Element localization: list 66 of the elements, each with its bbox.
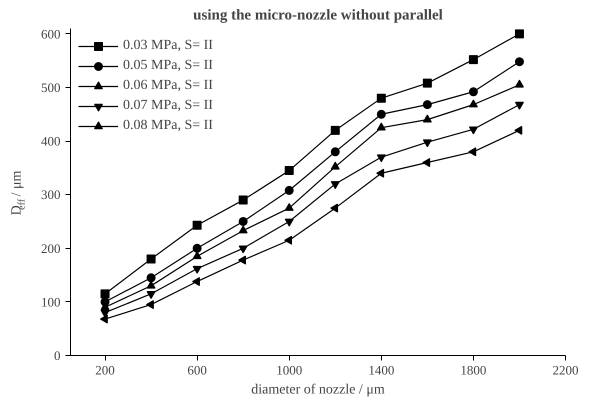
point: [238, 256, 246, 265]
y-axis-title: Deff / μm: [10, 170, 28, 216]
y-tick-label: 300: [41, 187, 60, 202]
point: [376, 122, 386, 130]
point: [514, 57, 524, 66]
x-tick-label: 1800: [460, 362, 486, 378]
x-tick-label: 1000: [276, 362, 302, 378]
chart-title: using the micro-nozzle without parallel: [193, 8, 443, 24]
y-tick-label: 0: [54, 348, 60, 363]
point: [284, 186, 294, 195]
legend-label: 0.07 MPa, S= II: [123, 98, 213, 114]
point: [330, 147, 340, 156]
point: [376, 94, 386, 103]
point: [422, 158, 430, 168]
x-tick-label: 1400: [368, 362, 394, 378]
point: [422, 100, 432, 110]
point: [284, 202, 294, 211]
point: [284, 218, 294, 227]
point: [100, 314, 108, 324]
point: [238, 216, 248, 226]
point: [376, 110, 386, 119]
point: [514, 29, 524, 38]
legend-label: 0.03 MPa, S= II: [123, 38, 213, 54]
y-tick-label: 600: [41, 26, 60, 42]
point: [192, 244, 202, 253]
point: [284, 166, 294, 176]
legend-label: 0.05 MPa, S= II: [123, 58, 213, 74]
y-tick-label: 200: [41, 240, 60, 256]
y-tick-label: 500: [41, 80, 60, 95]
point: [330, 181, 340, 190]
point: [468, 100, 478, 108]
point: [514, 126, 522, 135]
legend-label: 0.08 MPa, S= II: [123, 118, 213, 134]
point: [284, 236, 292, 245]
point: [468, 147, 476, 156]
point: [376, 154, 386, 162]
point: [100, 289, 110, 298]
point: [146, 300, 154, 310]
x-axis-title: diameter of nozzle / μm: [251, 382, 385, 398]
point: [238, 245, 248, 254]
point: [146, 291, 156, 299]
point: [238, 225, 248, 234]
point: [330, 126, 340, 135]
point: [376, 168, 384, 178]
point: [468, 55, 478, 64]
legend-label: 0.06 MPa, S= II: [123, 78, 213, 94]
point: [192, 266, 202, 274]
point: [468, 126, 478, 134]
point: [514, 102, 524, 110]
point: [146, 254, 156, 264]
x-tick-label: 200: [95, 362, 115, 378]
point: [468, 87, 478, 96]
x-tick-label: 2200: [552, 362, 578, 378]
point: [422, 78, 432, 88]
point: [422, 139, 432, 148]
x-tick-label: 600: [187, 362, 207, 378]
point: [330, 162, 340, 170]
point: [192, 277, 200, 286]
point: [514, 80, 524, 88]
y-tick-label: 400: [41, 134, 60, 149]
point: [146, 273, 156, 282]
point: [192, 220, 202, 230]
point: [422, 114, 432, 122]
y-tick-label: 100: [41, 294, 60, 310]
point: [330, 204, 338, 213]
point: [238, 196, 248, 205]
